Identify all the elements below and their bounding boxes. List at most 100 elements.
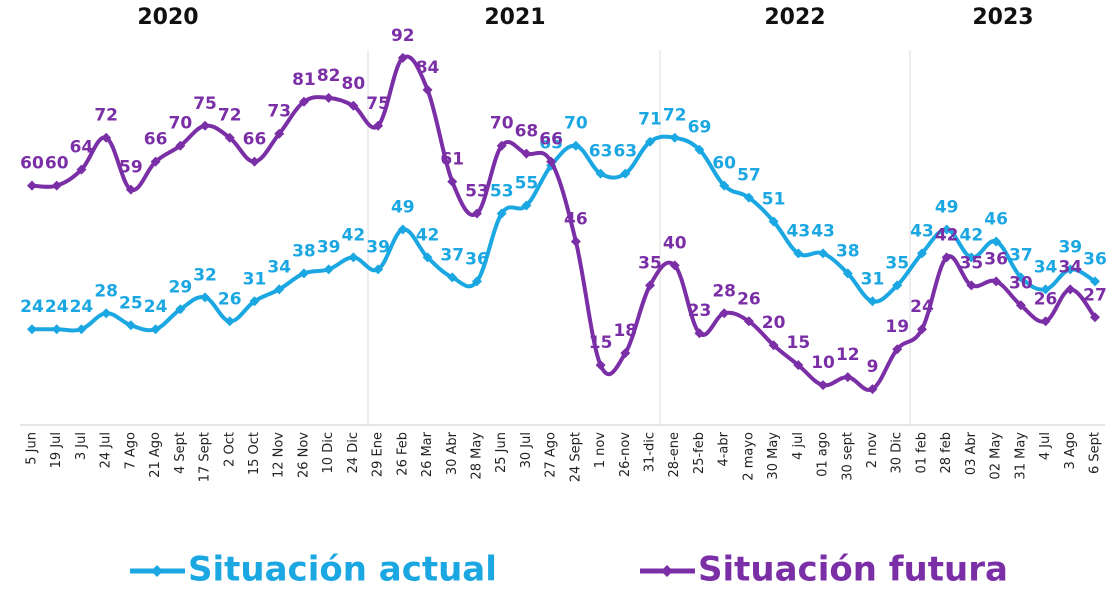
data-label: 24 bbox=[70, 297, 94, 317]
point-marker bbox=[150, 324, 161, 335]
x-tick-label: 28-ene bbox=[667, 432, 682, 477]
point-marker bbox=[1040, 316, 1051, 327]
point-marker bbox=[916, 248, 927, 259]
point-marker bbox=[200, 120, 211, 131]
data-label: 34 bbox=[1058, 257, 1082, 277]
data-label: 26 bbox=[1034, 289, 1058, 309]
point-marker bbox=[1015, 272, 1026, 283]
point-marker bbox=[51, 180, 62, 191]
data-label: 66 bbox=[243, 130, 267, 150]
x-tick-label: 29 Ene bbox=[371, 432, 386, 477]
data-label: 31 bbox=[861, 269, 885, 289]
point-marker bbox=[422, 252, 433, 263]
point-marker bbox=[298, 268, 309, 279]
data-label: 63 bbox=[589, 142, 613, 162]
data-label: 68 bbox=[515, 122, 539, 142]
x-tick-label: 3 Jul bbox=[74, 432, 89, 460]
data-label: 10 bbox=[811, 353, 835, 373]
data-label: 31 bbox=[243, 269, 267, 289]
data-label: 46 bbox=[564, 209, 588, 229]
x-tick-label: 2 Oct bbox=[222, 432, 237, 467]
point-marker bbox=[274, 284, 285, 295]
data-label: 28 bbox=[712, 281, 736, 301]
legend-label: Situación futura bbox=[698, 550, 1008, 590]
data-label: 60 bbox=[45, 154, 69, 174]
point-marker bbox=[51, 324, 62, 335]
point-marker bbox=[595, 360, 606, 371]
x-tick-label: 17 Sept bbox=[198, 432, 213, 482]
data-label: 66 bbox=[144, 130, 168, 150]
point-marker bbox=[570, 236, 581, 247]
x-tick-label: 4-abr bbox=[717, 431, 732, 466]
data-label: 69 bbox=[688, 118, 712, 138]
data-label: 40 bbox=[663, 233, 687, 253]
point-marker bbox=[595, 168, 606, 179]
year-label: 2023 bbox=[972, 5, 1033, 30]
data-label: 35 bbox=[960, 253, 984, 273]
data-label: 37 bbox=[440, 245, 464, 265]
data-label: 70 bbox=[564, 114, 588, 134]
point-marker bbox=[298, 96, 309, 107]
point-marker bbox=[101, 132, 112, 143]
x-tick-label: 7 Ago bbox=[123, 432, 138, 470]
data-label: 12 bbox=[836, 345, 860, 365]
point-marker bbox=[892, 280, 903, 291]
legend-marker bbox=[661, 565, 673, 577]
x-tick-label: 4 jul bbox=[791, 432, 806, 460]
data-label: 43 bbox=[910, 221, 934, 241]
point-marker bbox=[447, 272, 458, 283]
data-label: 42 bbox=[960, 225, 984, 245]
data-label: 32 bbox=[193, 265, 217, 285]
data-label: 82 bbox=[317, 66, 341, 86]
data-label: 29 bbox=[168, 277, 192, 297]
year-label: 2022 bbox=[764, 5, 825, 30]
point-marker bbox=[348, 100, 359, 111]
data-label: 35 bbox=[638, 253, 662, 273]
data-label: 24 bbox=[45, 297, 69, 317]
point-marker bbox=[249, 296, 260, 307]
data-label: 61 bbox=[440, 150, 464, 170]
x-tick-label: 31 May bbox=[1013, 432, 1028, 480]
data-label: 92 bbox=[391, 26, 415, 46]
x-tick-label: 01 ago bbox=[816, 432, 831, 477]
point-marker bbox=[793, 360, 804, 371]
x-tick-label: 1 nov bbox=[593, 432, 608, 469]
year-label: 2020 bbox=[137, 5, 198, 30]
x-tick-label: 25-feb bbox=[692, 432, 707, 474]
point-marker bbox=[447, 176, 458, 187]
data-label: 26 bbox=[218, 289, 242, 309]
x-tick-label: 26 Mar bbox=[420, 431, 435, 477]
point-marker bbox=[867, 296, 878, 307]
x-tick-label: 10 Dic bbox=[321, 432, 336, 473]
data-label: 53 bbox=[465, 182, 489, 202]
data-label: 18 bbox=[613, 321, 637, 341]
data-label: 15 bbox=[787, 333, 811, 353]
data-label: 72 bbox=[94, 106, 118, 126]
data-label: 72 bbox=[218, 106, 242, 126]
point-marker bbox=[867, 384, 878, 395]
data-label: 24 bbox=[20, 297, 44, 317]
point-marker bbox=[546, 156, 557, 167]
point-marker bbox=[991, 276, 1002, 287]
point-marker bbox=[175, 140, 186, 151]
data-label: 64 bbox=[70, 138, 94, 158]
point-marker bbox=[768, 340, 779, 351]
data-label: 73 bbox=[267, 102, 291, 122]
point-marker bbox=[224, 132, 235, 143]
data-label: 15 bbox=[589, 333, 613, 353]
data-label: 65 bbox=[539, 134, 563, 154]
x-tick-label: 30 Abr bbox=[445, 431, 460, 475]
point-marker bbox=[76, 324, 87, 335]
data-label: 38 bbox=[836, 241, 860, 261]
x-tick-label: 19 Jul bbox=[49, 432, 64, 468]
x-tick-label: 21 Ago bbox=[148, 432, 163, 478]
series-line bbox=[31, 54, 1097, 393]
point-marker bbox=[373, 264, 384, 275]
point-marker bbox=[521, 148, 532, 159]
point-marker bbox=[1090, 312, 1100, 323]
data-label: 42 bbox=[416, 225, 440, 245]
data-label: 53 bbox=[490, 182, 514, 202]
point-marker bbox=[373, 120, 384, 131]
point-marker bbox=[669, 132, 680, 143]
